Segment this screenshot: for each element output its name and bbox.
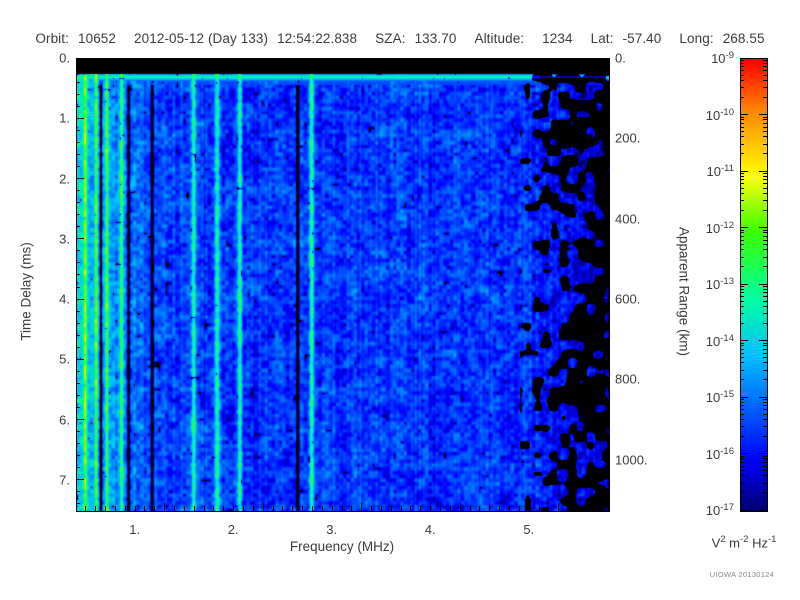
colorbar-tick-label: 10-14 (684, 332, 734, 348)
units-hertz-exp: -1 (767, 534, 777, 545)
colorbar-mantissa: 10 (705, 107, 721, 123)
y2-tick-label: 800. (615, 371, 641, 387)
units-volt: V (711, 535, 721, 551)
orbit-label: Orbit: (35, 31, 69, 46)
y-tick-label: 1. (59, 110, 70, 126)
colorbar-exponent: -10 (720, 106, 734, 118)
y-tick-label: 0. (59, 50, 70, 66)
y-tick-label: 7. (59, 472, 70, 488)
colorbar-mantissa: 10 (705, 277, 721, 293)
colorbar-mantissa: 10 (705, 333, 721, 349)
units-meter: m (725, 535, 740, 551)
colorbar-tick-label: 10-12 (684, 219, 734, 235)
colorbar-mantissa: 10 (706, 164, 721, 180)
colorbar-exponent: -17 (720, 501, 734, 513)
x-axis-title: Frequency (MHz) (289, 539, 395, 554)
colorbar-exponent: -15 (720, 388, 734, 400)
latitude-label: Lat: (590, 31, 614, 46)
y2-tick-label: 400. (615, 211, 641, 227)
y-axis-title: Time Delay (ms) (18, 242, 34, 341)
x-tick-label: 4. (424, 522, 436, 537)
units-hertz: Hz (748, 535, 768, 551)
x-tick-label: 5. (523, 522, 535, 537)
colorbar-tick-label: 10-16 (684, 445, 734, 461)
observation-date: 2012-05-12 (Day 133) (134, 31, 269, 46)
colorbar-mantissa: 10 (705, 390, 721, 406)
orbit-value: 10652 (77, 31, 117, 46)
colorbar-exponent: -12 (720, 219, 734, 231)
units-meter-exp: -2 (740, 534, 749, 545)
colorbar-exponent: -11 (720, 162, 734, 174)
x-tick-label: 2. (227, 522, 239, 537)
longitude-label: Long: (679, 31, 714, 46)
colorbar-mantissa: 10 (705, 446, 721, 462)
y-tick-label: 2. (59, 171, 70, 187)
spectrogram-panel (76, 58, 610, 512)
sza-label: SZA: (375, 31, 406, 46)
colorbar-tick-label: 10-17 (684, 502, 734, 518)
colorbar-tick-label: 10-10 (684, 106, 734, 122)
credit-text: UIOWA 20130124 (709, 570, 775, 579)
metadata-header: Orbit: 10652 2012-05-12 (Day 133) 12:54:22.… (0, 31, 800, 46)
x-tick-label: 1. (129, 522, 141, 537)
colorbar-units: V2 m-2 Hz-1 (688, 534, 800, 550)
units-volt-exp: 2 (720, 534, 726, 545)
y2-tick-label: 0. (615, 50, 626, 66)
y2-tick-label: 600. (615, 291, 641, 307)
y2-tick-label: 1000. (615, 452, 648, 468)
colorbar-exponent: -13 (720, 275, 734, 287)
colorbar-mantissa: 10 (711, 51, 726, 67)
colorbar-tick-label: 10-13 (684, 276, 734, 292)
altitude-label: Altitude: (474, 31, 525, 46)
colorbar-tick-label: 10-15 (684, 389, 734, 405)
y-tick-label: 5. (59, 351, 70, 367)
longitude-value: 268.55 (722, 31, 765, 46)
spectrogram-canvas (77, 59, 609, 511)
colorbar-exponent: -9 (725, 49, 734, 61)
colorbar-exponent: -16 (720, 445, 734, 457)
colorbar-panel (740, 58, 768, 512)
colorbar-mantissa: 10 (705, 503, 721, 519)
x-tick-label: 3. (326, 522, 338, 537)
colorbar-exponent: -14 (720, 332, 734, 344)
colorbar-tick-label: 10-9 (684, 50, 734, 66)
y-tick-label: 6. (59, 412, 70, 428)
observation-time: 12:54:22.838 (277, 31, 358, 46)
colorbar-mantissa: 10 (705, 220, 721, 236)
colorbar-canvas (741, 59, 767, 511)
colorbar-tick-label: 10-11 (684, 162, 735, 180)
y-tick-label: 4. (59, 291, 70, 307)
y2-axis-title: Apparent Range (km) (676, 226, 692, 357)
y2-tick-label: 200. (615, 130, 641, 146)
sza-value: 133.70 (414, 31, 457, 46)
y-tick-label: 3. (59, 231, 70, 247)
latitude-value: -57.40 (622, 31, 662, 46)
altitude-value: 1234 (542, 31, 573, 46)
